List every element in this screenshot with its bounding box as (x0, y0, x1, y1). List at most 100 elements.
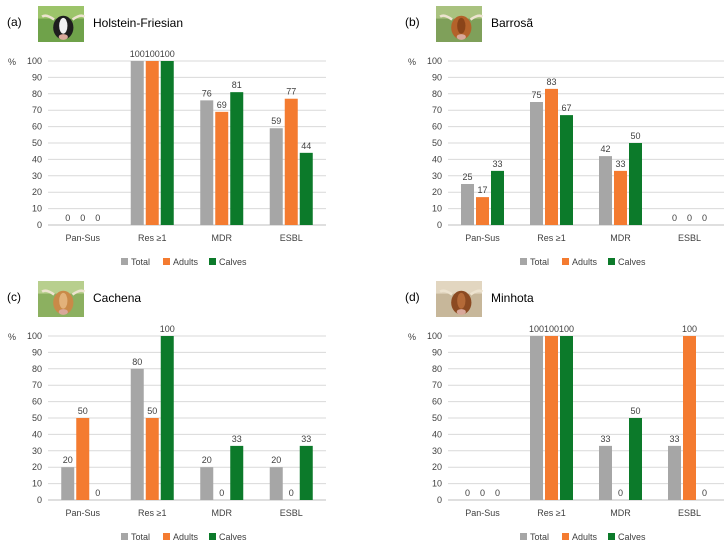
data-label: 33 (492, 159, 502, 169)
y-tick-label: 100 (27, 56, 42, 66)
breed-photo-3 (38, 281, 86, 317)
y-tick-label: 100 (427, 56, 442, 66)
y-tick-label: 10 (32, 204, 42, 214)
legend-label-adults: Adults (173, 257, 199, 267)
data-label: 33 (615, 159, 625, 169)
bar-adults (476, 197, 489, 225)
data-label: 100 (682, 324, 697, 334)
bar-total (668, 445, 681, 500)
data-label: 83 (546, 77, 556, 87)
bar-total (599, 445, 612, 500)
y-tick-label: 90 (32, 347, 42, 357)
data-label: 67 (561, 103, 571, 113)
data-label: 80 (132, 357, 142, 367)
cow-horn-right (71, 14, 86, 21)
x-tick-label: Res ≥1 (537, 233, 565, 243)
y-tick-label: 70 (432, 380, 442, 390)
data-label: 100 (529, 324, 544, 334)
cow-face-patch (457, 17, 466, 34)
y-tick-label: 50 (432, 138, 442, 148)
y-tick-label: 30 (32, 446, 42, 456)
bar-calves (230, 445, 244, 500)
y-tick-label: 30 (432, 171, 442, 181)
cow-muzzle (58, 34, 68, 40)
legend-label-total: Total (131, 532, 150, 542)
breed-photo-1 (38, 6, 86, 42)
y-tick-label: 30 (32, 171, 42, 181)
cow-muzzle (58, 309, 68, 315)
y-tick-label: 50 (32, 413, 42, 423)
y-tick-label: 60 (432, 122, 442, 132)
data-label: 0 (80, 213, 85, 223)
legend-swatch-total (520, 533, 527, 540)
legend: Total Adults Calves (121, 257, 247, 267)
data-label: 59 (271, 116, 281, 126)
data-label: 0 (672, 213, 677, 223)
breed-title: Minhota (491, 291, 534, 305)
data-label: 75 (531, 90, 541, 100)
y-tick-label: 60 (32, 397, 42, 407)
legend-swatch-adults (562, 258, 569, 265)
x-tick-label: MDR (610, 233, 631, 243)
cow-horn-left (439, 14, 453, 21)
chart-panel-3: (c) Cachena% 0 10 20 30 40 50 60 70 80 90 100 20 50 0 Pa… (7, 281, 326, 542)
y-tick-label: 100 (427, 331, 442, 341)
legend-label-calves: Calves (618, 257, 646, 267)
bar-calves (629, 143, 642, 225)
x-tick-label: ESBL (678, 233, 701, 243)
bar-calves (629, 418, 642, 500)
bar-calves (160, 61, 174, 225)
cow-horn-left (439, 289, 453, 296)
cow-horn-right (469, 289, 484, 296)
data-label: 0 (219, 488, 224, 498)
x-tick-label: Res ≥1 (138, 508, 166, 518)
y-tick-label: 100 (27, 331, 42, 341)
y-tick-label: 0 (37, 220, 42, 230)
x-tick-label: ESBL (280, 233, 303, 243)
legend-label-adults: Adults (572, 532, 598, 542)
bar-total (130, 61, 144, 225)
cow-horn-left (41, 289, 55, 296)
x-tick-label: MDR (212, 233, 233, 243)
bar-total (269, 467, 283, 500)
data-label: 0 (480, 488, 485, 498)
data-label: 100 (544, 324, 559, 334)
data-label: 50 (630, 406, 640, 416)
bar-total (269, 128, 283, 225)
y-tick-label: 70 (32, 105, 42, 115)
bar-adults (76, 418, 90, 500)
y-axis-label: % (8, 332, 16, 342)
data-label: 33 (301, 434, 311, 444)
y-tick-label: 10 (32, 479, 42, 489)
x-tick-label: Res ≥1 (138, 233, 166, 243)
data-label: 33 (669, 434, 679, 444)
y-tick-label: 80 (432, 364, 442, 374)
legend-label-total: Total (530, 532, 549, 542)
cow-face-patch (59, 17, 68, 34)
y-tick-label: 90 (432, 347, 442, 357)
y-tick-label: 30 (432, 446, 442, 456)
bar-total (130, 368, 144, 500)
legend: Total Adults Calves (520, 257, 646, 267)
y-axis-label: % (8, 57, 16, 67)
y-tick-label: 40 (432, 154, 442, 164)
y-tick-label: 50 (432, 413, 442, 423)
data-label: 20 (202, 455, 212, 465)
chart-panel-1: (a) Holstein-Friesian% 0 10 20 30 40 50 60 70 80 90… (7, 6, 326, 267)
y-tick-label: 70 (432, 105, 442, 115)
y-tick-label: 40 (32, 154, 42, 164)
bar-adults (145, 61, 159, 225)
legend-label-calves: Calves (219, 257, 247, 267)
bar-calves (230, 92, 244, 225)
y-tick-label: 60 (32, 122, 42, 132)
legend: Total Adults Calves (121, 532, 247, 542)
legend: Total Adults Calves (520, 532, 646, 542)
data-label: 50 (147, 406, 157, 416)
breed-title: Holstein-Friesian (93, 16, 183, 30)
y-tick-label: 70 (32, 380, 42, 390)
legend-swatch-adults (562, 533, 569, 540)
bar-adults (545, 88, 558, 225)
y-tick-label: 0 (437, 495, 442, 505)
